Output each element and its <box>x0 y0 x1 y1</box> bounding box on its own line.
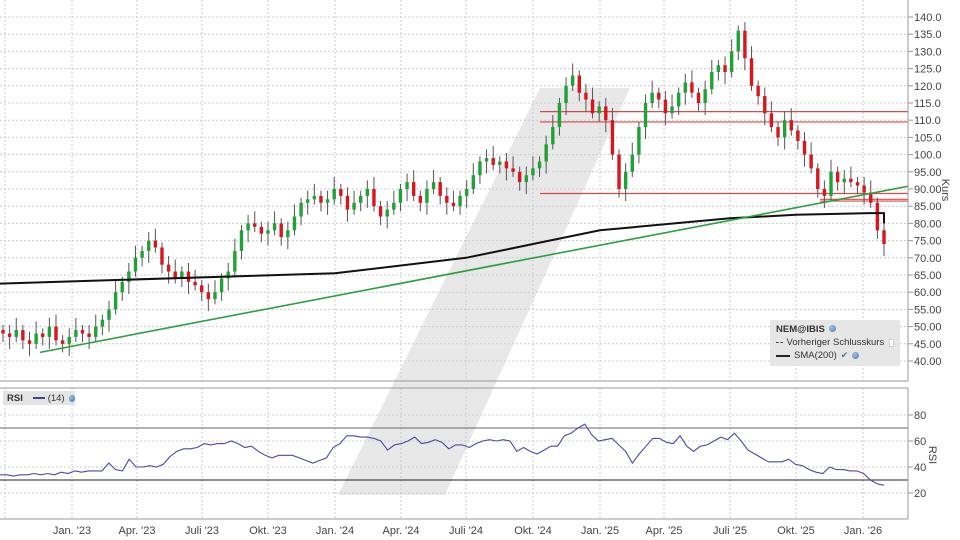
price-legend: NEM@IBIS Vorheriger Schlusskurs SMA(200)… <box>770 320 900 366</box>
dashed-line-icon <box>776 342 783 343</box>
globe-icon[interactable] <box>68 394 75 402</box>
svg-text:100.0: 100.0 <box>914 150 942 162</box>
svg-text:55.00: 55.00 <box>914 304 942 316</box>
svg-text:65.00: 65.00 <box>914 270 942 282</box>
svg-text:90.00: 90.00 <box>914 184 942 196</box>
checkbox-icon[interactable] <box>889 338 894 347</box>
price-grid <box>0 0 908 381</box>
globe-icon[interactable] <box>828 325 836 332</box>
svg-text:140.0: 140.0 <box>914 12 942 24</box>
sma200-line <box>0 212 885 285</box>
svg-text:75.00: 75.00 <box>914 236 942 248</box>
legend-title: NEM@IBIS <box>776 323 894 336</box>
svg-text:Apr. '25: Apr. '25 <box>646 525 683 537</box>
green-trendline <box>39 185 909 354</box>
svg-text:40: 40 <box>914 462 926 474</box>
svg-text:80.00: 80.00 <box>914 218 942 230</box>
rsi-legend-title: RSI <box>7 392 23 404</box>
legend-symbol: NEM@IBIS <box>776 324 825 335</box>
rsi-grid <box>0 388 908 519</box>
svg-text:60: 60 <box>914 436 926 448</box>
svg-text:Juli '24: Juli '24 <box>449 525 483 537</box>
legend-row-sma: SMA(200) ✔ <box>776 349 894 362</box>
svg-text:95.00: 95.00 <box>914 167 942 179</box>
svg-text:70.00: 70.00 <box>914 253 942 265</box>
svg-text:85.00: 85.00 <box>914 201 942 213</box>
svg-text:125.0: 125.0 <box>914 64 942 76</box>
svg-text:Okt. '25: Okt. '25 <box>777 525 815 537</box>
svg-text:40.00: 40.00 <box>914 356 942 368</box>
watermark-logo <box>338 88 630 495</box>
svg-text:Okt. '23: Okt. '23 <box>249 525 287 537</box>
svg-text:105.0: 105.0 <box>914 132 942 144</box>
svg-text:20: 20 <box>914 488 926 500</box>
svg-text:Juli '23: Juli '23 <box>185 525 219 537</box>
price-axis: 140.0 135.0 130.0 125.0 120.0 115.0 110.0 105.0… <box>908 12 942 368</box>
svg-text:Apr. '23: Apr. '23 <box>119 525 156 537</box>
legend-row-previous-close: Vorheriger Schlusskurs <box>776 336 894 349</box>
svg-text:135.0: 135.0 <box>914 29 942 41</box>
svg-text:115.0: 115.0 <box>914 98 941 110</box>
checkmark-icon[interactable]: ✔ <box>840 350 849 360</box>
price-axis-title: Kurs <box>939 179 951 202</box>
svg-text:Jan. '23: Jan. '23 <box>53 525 91 537</box>
legend-sma-label: SMA(200) <box>794 350 837 361</box>
rsi-line-swatch-icon <box>32 397 45 399</box>
solid-line-icon <box>776 354 790 357</box>
svg-text:Juli '25: Juli '25 <box>713 525 747 537</box>
rsi-line <box>0 423 885 486</box>
panel-frames <box>0 0 909 520</box>
candlestick-series <box>1 22 886 356</box>
rsi-axis: 80 60 40 20 <box>908 410 926 500</box>
svg-text:Jan. '24: Jan. '24 <box>316 525 354 537</box>
svg-text:120.0: 120.0 <box>914 81 942 93</box>
svg-text:50.00: 50.00 <box>914 322 942 334</box>
rsi-legend: RSI (14) <box>3 391 75 405</box>
svg-text:60.00: 60.00 <box>914 287 942 299</box>
time-axis: Jan. '23 Apr. '23 Juli '23 Okt. '23 Jan. '24… <box>53 525 882 537</box>
legend-previous-close-label: Vorheriger Schlusskurs <box>786 337 885 348</box>
svg-text:Apr. '24: Apr. '24 <box>383 525 420 537</box>
globe-icon[interactable] <box>852 352 860 359</box>
rsi-period-label: (14) <box>47 392 65 404</box>
svg-text:Jan. '26: Jan. '26 <box>844 525 882 537</box>
svg-text:130.0: 130.0 <box>914 46 942 58</box>
svg-text:80: 80 <box>914 410 926 422</box>
svg-text:Jan. '25: Jan. '25 <box>581 525 619 537</box>
svg-text:Okt. '24: Okt. '24 <box>514 525 552 537</box>
svg-text:110.0: 110.0 <box>914 115 941 127</box>
svg-text:45.00: 45.00 <box>914 339 942 351</box>
rsi-axis-title: RSI <box>926 446 938 464</box>
